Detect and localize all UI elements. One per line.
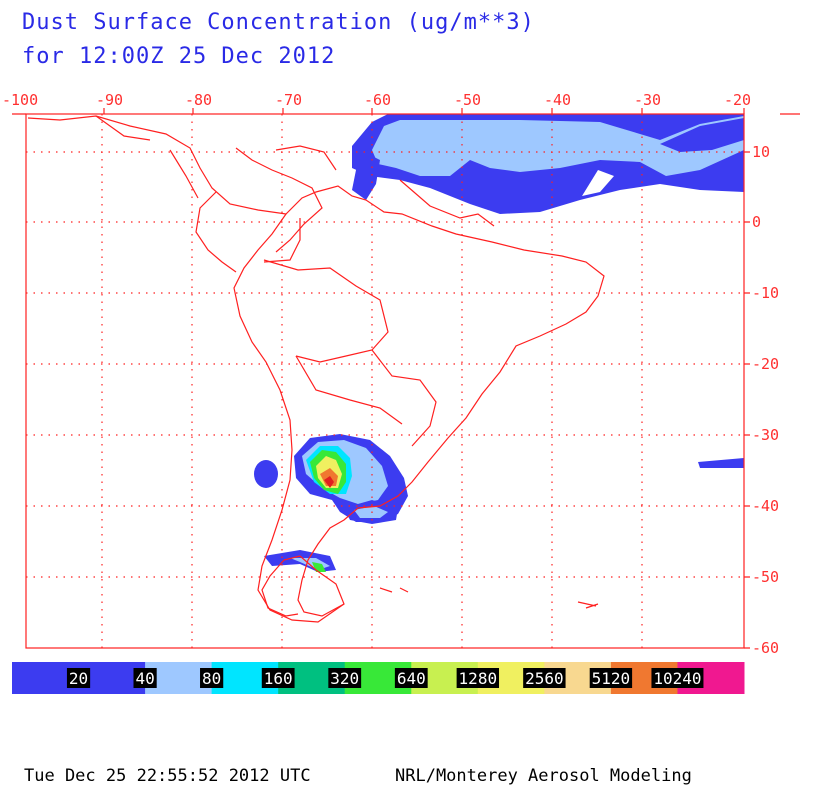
legend-label-bg [133,668,157,688]
lon-tick-label: -50 [454,91,481,109]
legend-label-bg [261,668,295,688]
legend-label: 40 [135,669,154,688]
credit-label: NRL/Monterey Aerosol Modeling [395,766,692,786]
lon-tick-label: -90 [96,91,123,109]
lat-tick-label: -30 [752,426,779,444]
longitude-labels: -100 -90 -80 -70 -60 -50 -40 -30 -20 [2,91,751,109]
legend-label: 320 [330,669,359,688]
latitude-labels: 10 0 -10 -20 -30 -40 -50 -60 [752,143,779,657]
lat-tick-label: -60 [752,639,779,657]
legend-label-bg [200,668,224,688]
map-subtitle: for 12:00Z 25 Dec 2012 [22,44,336,69]
lon-tick-label: -80 [185,91,212,109]
lon-tick-label: -20 [724,91,751,109]
legend-label-bg [456,668,500,688]
dust-plume-atlantic [352,114,744,214]
map-frame [12,108,800,649]
timestamp-label: Tue Dec 25 22:55:52 2012 UTC [24,766,311,786]
lat-tick-label: 0 [752,213,761,231]
lat-tick-label: -10 [752,284,779,302]
lat-tick-label: -20 [752,355,779,373]
lon-tick-label: -60 [364,91,391,109]
legend-label-bg [328,668,362,688]
legend-label: 1280 [459,669,498,688]
dust-plume-argentina [254,434,744,572]
lon-tick-label: -30 [634,91,661,109]
color-legend: 20 40 80 160 320 640 1280 2560 5120 10240 [12,662,745,694]
legend-label: 160 [264,669,293,688]
legend-label-bg [394,668,428,688]
legend-label-bg [523,668,566,688]
lat-tick-label: -50 [752,568,779,586]
legend-label-bg [66,668,91,688]
lat-tick-label: 10 [752,143,770,161]
legend-label: 640 [397,669,426,688]
lat-tick-label: -40 [752,497,779,515]
legend-label-bg [589,668,633,688]
lon-tick-label: -40 [544,91,571,109]
graticule [26,114,744,648]
coastlines [27,115,605,623]
legend-label: 80 [202,669,221,688]
legend-label: 2560 [525,669,564,688]
legend-label: 20 [69,669,88,688]
lon-tick-label: -70 [275,91,302,109]
legend-label: 10240 [653,669,701,688]
lon-tick-label: -100 [2,91,38,109]
legend-label-bg [651,668,704,688]
map-title: Dust Surface Concentration (ug/m**3) [22,10,535,35]
legend-label: 5120 [592,669,631,688]
